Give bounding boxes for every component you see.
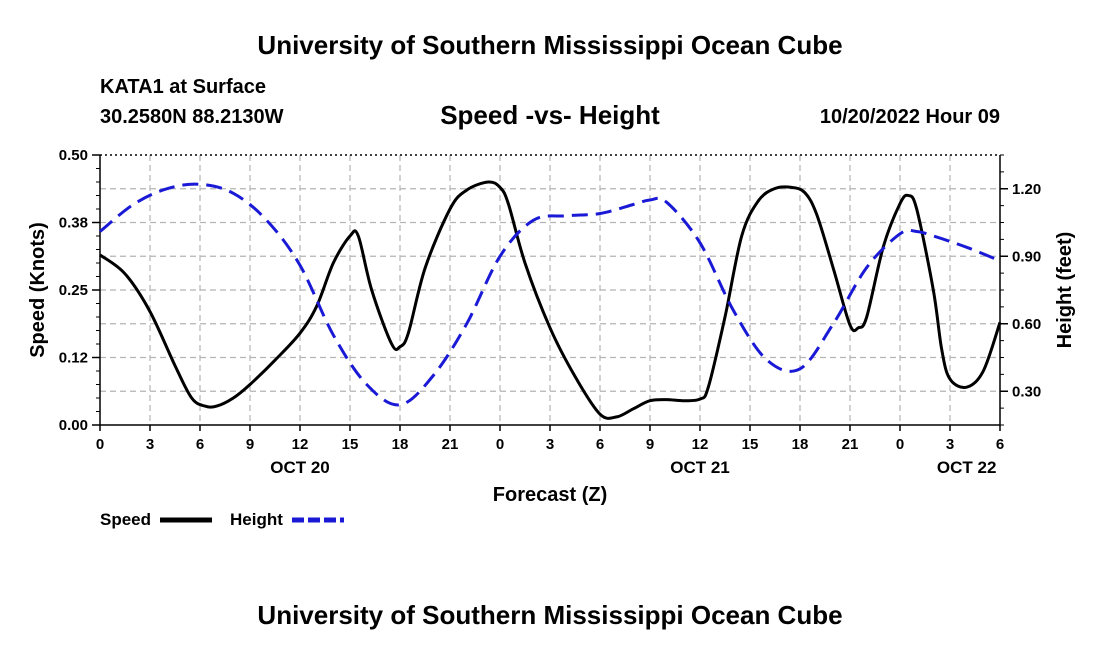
x-tick-label: 3 [546,436,554,453]
y-tick-label: 0.38 [59,215,88,232]
x-tick-label: 0 [96,436,104,453]
y-tick-label: 0.25 [59,282,88,299]
y2-tick-label: 1.20 [1012,181,1041,198]
footer-title: University of Southern Mississippi Ocean… [257,600,843,630]
date-label: OCT 21 [670,458,730,477]
x-tick-label: 3 [946,436,954,453]
x-tick-label: 3 [146,436,154,453]
legend-speed-label: Speed [100,510,151,529]
x-tick-label: 18 [392,436,409,453]
x-tick-label: 9 [646,436,654,453]
y2-axis-title: Height (feet) [1054,232,1076,349]
y2-tick-label: 0.60 [1012,316,1041,333]
x-tick-label: 21 [842,436,859,453]
datetime-label: 10/20/2022 Hour 09 [819,106,1000,128]
x-tick-label: 15 [742,436,759,453]
speed-height-chart: 0.00 0.12 0.25 0.38 0.50 0.30 0.60 0.90 1.20 0 3 6 9… [27,147,1076,529]
height-series-line [99,182,1001,407]
x-tick-label: 6 [196,436,204,453]
speed-series-line [99,180,1002,420]
x-axis-title: Forecast (Z) [493,484,607,506]
x-tick-label: 6 [596,436,604,453]
y-axis-title: Speed (Knots) [27,222,49,358]
x-tick-label: 21 [442,436,459,453]
x-tick-label: 6 [996,436,1004,453]
x-tick-label: 9 [246,436,254,453]
y2-tick-label: 0.30 [1012,383,1041,400]
x-tick-label: 18 [792,436,809,453]
legend-height-label: Height [230,510,283,529]
coordinates-label: 30.2580N 88.2130W [100,106,284,128]
date-label: OCT 20 [270,458,330,477]
x-tick-label: 12 [292,436,309,453]
x-tick-label: 0 [496,436,504,453]
y-tick-label: 0.50 [59,147,88,164]
page-title: University of Southern Mississippi Ocean… [257,30,843,60]
y-tick-label: 0.12 [59,350,88,367]
chart-title: Speed -vs- Height [440,100,660,130]
x-tick-label: 15 [342,436,359,453]
y-tick-label: 0.00 [59,417,88,434]
date-label: OCT 22 [937,458,997,477]
y2-tick-label: 0.90 [1012,248,1041,265]
station-label: KATA1 at Surface [100,76,266,98]
x-tick-label: 12 [692,436,709,453]
x-tick-label: 0 [896,436,904,453]
